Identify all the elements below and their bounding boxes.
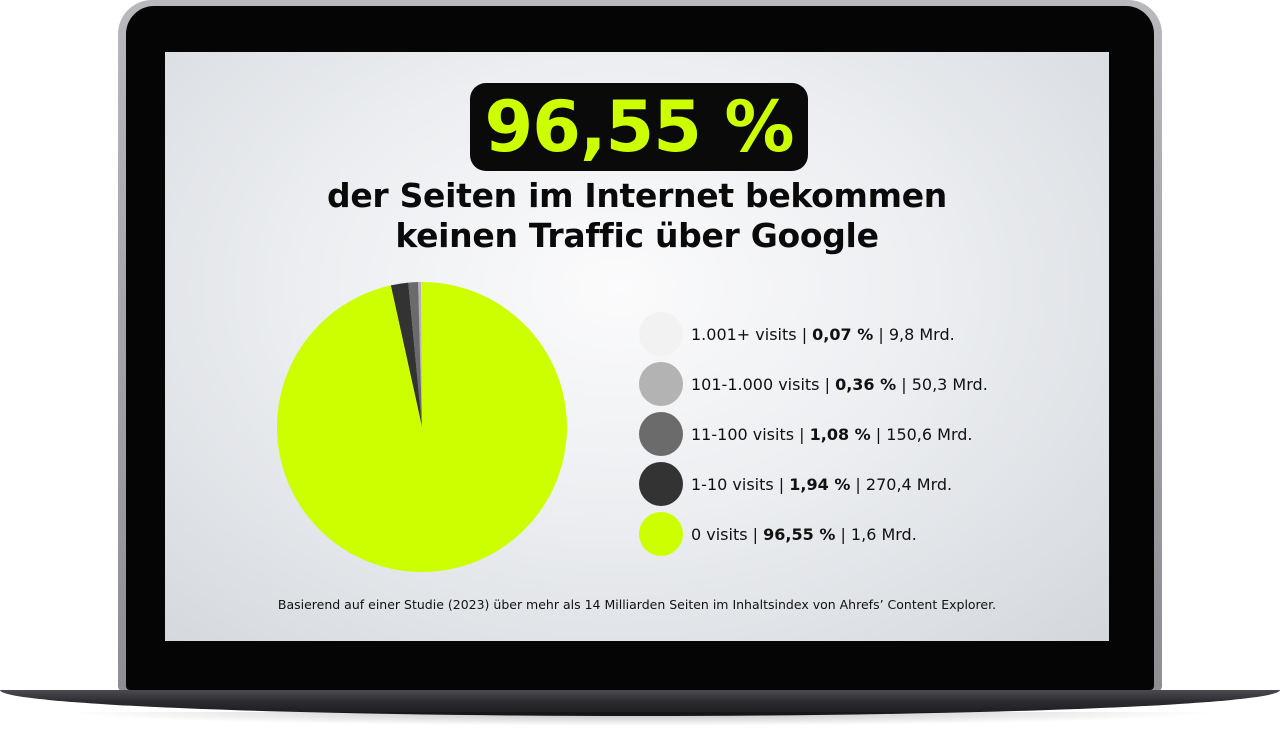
legend-swatch [639, 362, 683, 406]
footnote: Basierend auf einer Studie (2023) über m… [277, 597, 997, 612]
pie-slice-4 [277, 282, 567, 572]
legend-category: 1-10 visits | [691, 474, 790, 494]
legend-swatch [639, 462, 683, 506]
pie-slice-1 [418, 282, 422, 427]
legend-category: 101-1.000 visits | [691, 374, 836, 394]
subtitle: der Seiten im Internet bekommen keinen T… [165, 176, 1109, 256]
legend-label: 101-1.000 visits | 0,36 % | 50,3 Mrd. [691, 375, 988, 394]
legend-swatch [639, 412, 683, 456]
chart-legend: 1.001+ visits | 0,07 % | 9,8 Mrd. 101-1.0… [639, 309, 1079, 559]
legend-swatch [639, 312, 683, 356]
laptop-shadow [60, 712, 1220, 726]
laptop-screen: 96,55 % der Seiten im Internet bekommen … [165, 52, 1109, 641]
legend-category: 11-100 visits | [691, 424, 810, 444]
legend-count: | 270,4 Mrd. [850, 474, 953, 494]
legend-label: 11-100 visits | 1,08 % | 150,6 Mrd. [691, 425, 973, 444]
legend-count: | 9,8 Mrd. [873, 324, 955, 344]
pie-slice-2 [408, 282, 422, 427]
legend-item: 1-10 visits | 1,94 % | 270,4 Mrd. [639, 459, 1079, 509]
legend-item: 0 visits | 96,55 % | 1,6 Mrd. [639, 509, 1079, 559]
headline-badge: 96,55 % [470, 83, 808, 171]
legend-percent: 1,08 % [809, 424, 871, 444]
legend-category: 0 visits | [691, 524, 764, 544]
legend-count: | 1,6 Mrd. [835, 524, 917, 544]
legend-label: 0 visits | 96,55 % | 1,6 Mrd. [691, 525, 917, 544]
legend-count: | 150,6 Mrd. [870, 424, 973, 444]
pie-chart [277, 282, 567, 572]
headline-value: 96,55 % [484, 86, 795, 168]
legend-item: 101-1.000 visits | 0,36 % | 50,3 Mrd. [639, 359, 1079, 409]
subtitle-line-2: keinen Traffic über Google [395, 216, 879, 255]
legend-percent: 1,94 % [789, 474, 851, 494]
legend-percent: 96,55 % [763, 524, 836, 544]
legend-category: 1.001+ visits | [691, 324, 813, 344]
legend-percent: 0,36 % [835, 374, 897, 394]
legend-label: 1-10 visits | 1,94 % | 270,4 Mrd. [691, 475, 952, 494]
legend-swatch [639, 512, 683, 556]
legend-count: | 50,3 Mrd. [896, 374, 988, 394]
legend-percent: 0,07 % [812, 324, 874, 344]
legend-item: 1.001+ visits | 0,07 % | 9,8 Mrd. [639, 309, 1079, 359]
pie-slice-3 [390, 282, 422, 427]
legend-item: 11-100 visits | 1,08 % | 150,6 Mrd. [639, 409, 1079, 459]
subtitle-line-1: der Seiten im Internet bekommen [327, 176, 947, 215]
legend-label: 1.001+ visits | 0,07 % | 9,8 Mrd. [691, 325, 955, 344]
pie-slice-0 [421, 282, 422, 427]
